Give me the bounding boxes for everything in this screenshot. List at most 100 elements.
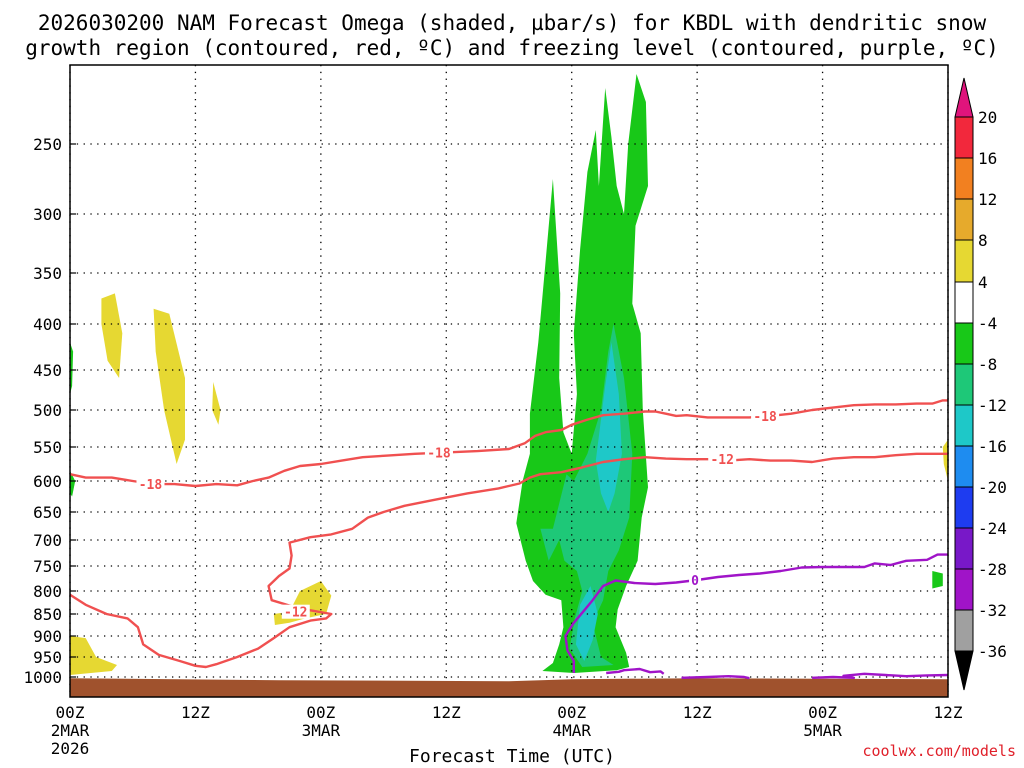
colorbar-label: -32 <box>978 601 1007 620</box>
colorbar-label: -36 <box>978 642 1007 661</box>
colorbar-band <box>954 322 974 365</box>
omega-shade-region <box>70 342 74 394</box>
x-tick-date-label: 2MAR <box>51 721 90 740</box>
contour-label-bg <box>424 445 453 460</box>
x-tick-label: 00Z <box>56 703 85 722</box>
x-tick-label: 12Z <box>934 703 963 722</box>
chart-title-line-1: 2026030200 NAM Forecast Omega (shaded, µ… <box>37 11 987 35</box>
contour-label-bg <box>281 604 310 619</box>
plot-frame <box>69 64 949 698</box>
shaded-omega-layer <box>70 74 948 675</box>
colorbar-band <box>954 527 974 570</box>
colorbar-label: 16 <box>978 149 997 168</box>
colorbar-band <box>954 157 974 200</box>
colorbar-label: -20 <box>978 478 1007 497</box>
contour-line <box>812 672 949 679</box>
ground-layer <box>70 678 948 697</box>
chart-title-line-2: growth region (contoured, red, ºC) and f… <box>25 36 999 60</box>
omega-shade-region <box>932 571 943 589</box>
y-tick-label: 750 <box>33 557 62 576</box>
y-tick-label: 500 <box>33 401 62 420</box>
colorbar-label: -16 <box>978 437 1007 456</box>
colorbar-band <box>954 116 974 159</box>
contour-layer: -18 -18 -18 -12 -12 0 <box>69 399 949 680</box>
omega-shade-region <box>70 636 117 675</box>
colorbar-bottom-arrow <box>954 650 974 691</box>
x-tick-label: 12Z <box>432 703 461 722</box>
colorbar-band <box>954 363 974 406</box>
colorbar-band <box>954 239 974 283</box>
x-tick-year-label: 2026 <box>51 739 90 758</box>
colorbar-label: 8 <box>978 231 988 250</box>
colorbar-band <box>954 198 974 241</box>
contour-label: -18 <box>139 478 163 493</box>
y-tick-label: 950 <box>33 648 62 667</box>
y-axis: 250 300 350 400 450 500 550 600 650 700 750 800 850 9… <box>23 135 76 687</box>
y-tick-label: 900 <box>33 627 62 646</box>
y-tick-label: 250 <box>33 135 62 154</box>
x-tick-date-label: 3MAR <box>302 721 341 740</box>
omega-shade-region <box>595 342 622 512</box>
y-tick-label: 550 <box>33 438 62 457</box>
contour-line <box>606 667 665 675</box>
y-tick-label: 700 <box>33 531 62 550</box>
omega-shade-region <box>70 470 76 497</box>
colorbar-label: 4 <box>978 273 988 292</box>
colorbar-label: -12 <box>978 396 1007 415</box>
x-tick-label: 00Z <box>808 703 837 722</box>
x-tick-label: 12Z <box>181 703 210 722</box>
y-tick-label: 450 <box>33 361 62 380</box>
y-tick-label: 650 <box>33 503 62 522</box>
x-tick-label: 00Z <box>306 703 335 722</box>
omega-shade-region <box>942 439 948 481</box>
x-tick-date-label: 5MAR <box>803 721 842 740</box>
colorbar-band <box>954 568 974 611</box>
contour-label: -18 <box>427 446 451 461</box>
contour-line <box>681 675 750 680</box>
contour-label-bg <box>751 408 780 423</box>
y-tick-label: 400 <box>33 315 62 334</box>
contour-label: -18 <box>753 410 777 425</box>
contour-label-bg <box>708 452 737 467</box>
colorbar-label: -28 <box>978 560 1007 579</box>
colorbar-top-arrow <box>954 77 974 118</box>
colorbar-band <box>954 445 974 488</box>
contour-label: 0 <box>691 574 699 589</box>
contour-line <box>69 399 948 488</box>
contour-label-bg <box>136 477 165 492</box>
x-tick-date-label: 4MAR <box>552 721 591 740</box>
colorbar-label: -8 <box>978 355 997 374</box>
colorbar-band <box>954 486 974 529</box>
contour-label: -12 <box>710 453 733 468</box>
contour-line <box>564 553 948 673</box>
colorbar-label: -24 <box>978 519 1007 538</box>
omega-shade-region <box>575 586 598 661</box>
x-tick-label: 00Z <box>557 703 586 722</box>
colorbar-label: 20 <box>978 108 997 127</box>
colorbar-band <box>954 609 974 652</box>
contour-label: -12 <box>284 606 307 621</box>
colorbar-band <box>954 404 974 447</box>
colorbar-label: -4 <box>978 314 997 333</box>
omega-shade-region <box>212 382 221 425</box>
colorbar-label: 12 <box>978 190 997 209</box>
credit-link[interactable]: coolwx.com/models <box>862 742 1016 760</box>
x-axis-title: Forecast Time (UTC) <box>409 746 615 767</box>
y-tick-label: 850 <box>33 605 62 624</box>
y-tick-label: 300 <box>33 205 62 224</box>
contour-line <box>69 452 948 669</box>
ground-surface <box>70 678 948 697</box>
omega-shade-region <box>101 293 123 378</box>
y-tick-label: 600 <box>33 472 62 491</box>
contour-label-bg <box>689 573 702 587</box>
y-tick-label: 350 <box>33 264 62 283</box>
grid-layer <box>69 65 949 697</box>
omega-shade-region <box>153 308 185 464</box>
colorbar: 20 16 12 8 4 -4 -8 -12 -16 -20 -24 -28 -32 -36 <box>954 77 1007 691</box>
colorbar-band <box>954 281 974 324</box>
y-tick-label: 800 <box>33 582 62 601</box>
y-tick-label: 1000 <box>23 668 62 687</box>
x-tick-label: 12Z <box>683 703 712 722</box>
